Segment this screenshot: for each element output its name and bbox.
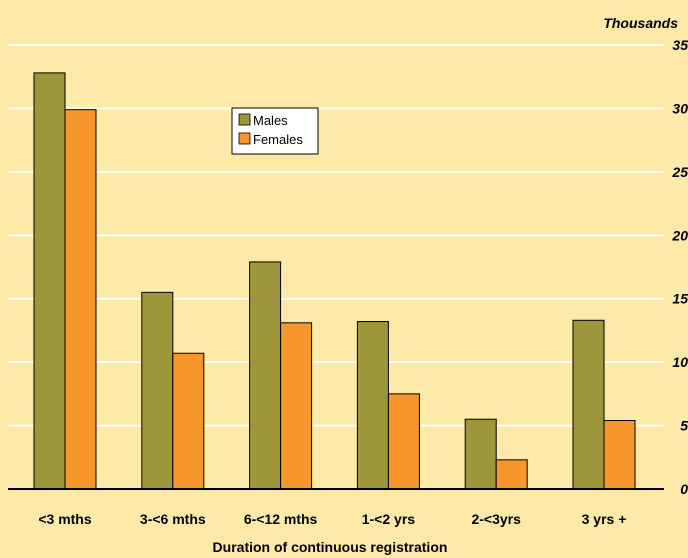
- y-tick-label: 30: [672, 100, 688, 116]
- legend-swatch-males: [238, 113, 251, 126]
- bar-males-5: [572, 319, 605, 490]
- x-tick-label: 6-<12 mths: [244, 511, 318, 527]
- y-tick-labels: 0 5 10 15 20 25 30 35: [671, 37, 688, 497]
- legend-swatch-females: [238, 132, 251, 145]
- bar-males-0: [33, 72, 66, 490]
- gridlines: [8, 44, 664, 427]
- bar-females-0: [64, 109, 97, 490]
- legend-label-males: Males: [253, 113, 288, 128]
- y-tick-label: 5: [680, 418, 688, 434]
- bar-males-1: [141, 291, 174, 490]
- bar-males-3: [356, 321, 389, 490]
- bar-females-2: [280, 322, 313, 490]
- y-tick-label: 10: [672, 354, 688, 370]
- legend-label-females: Females: [253, 132, 303, 147]
- x-tick-label: 3-<6 mths: [140, 511, 206, 527]
- legend: Males Females: [231, 107, 319, 155]
- x-axis-title: Duration of continuous registration: [213, 539, 448, 555]
- x-tick-label: 1-<2 yrs: [362, 511, 416, 527]
- x-tick-label: 2-<3yrs: [471, 511, 521, 527]
- y-tick-label: 20: [671, 227, 688, 243]
- y-tick-label: 0: [680, 481, 688, 497]
- x-tick-label: <3 mths: [38, 511, 92, 527]
- y-tick-label: 35: [672, 37, 688, 53]
- legend-box: [231, 107, 319, 155]
- bar-females-1: [172, 352, 205, 490]
- bar-males-4: [464, 418, 497, 490]
- y-tick-label: 25: [671, 164, 688, 180]
- x-tick-labels: <3 mths 3-<6 mths 6-<12 mths 1-<2 yrs 2-<3yr…: [38, 511, 626, 527]
- x-tick-label: 3 yrs +: [582, 511, 627, 527]
- bars: [33, 72, 636, 490]
- bar-females-4: [495, 459, 528, 490]
- y-tick-label: 15: [672, 291, 688, 307]
- units-label: Thousands: [603, 15, 678, 31]
- bar-females-3: [387, 393, 420, 490]
- bar-females-5: [603, 419, 636, 490]
- bar-males-2: [249, 261, 282, 490]
